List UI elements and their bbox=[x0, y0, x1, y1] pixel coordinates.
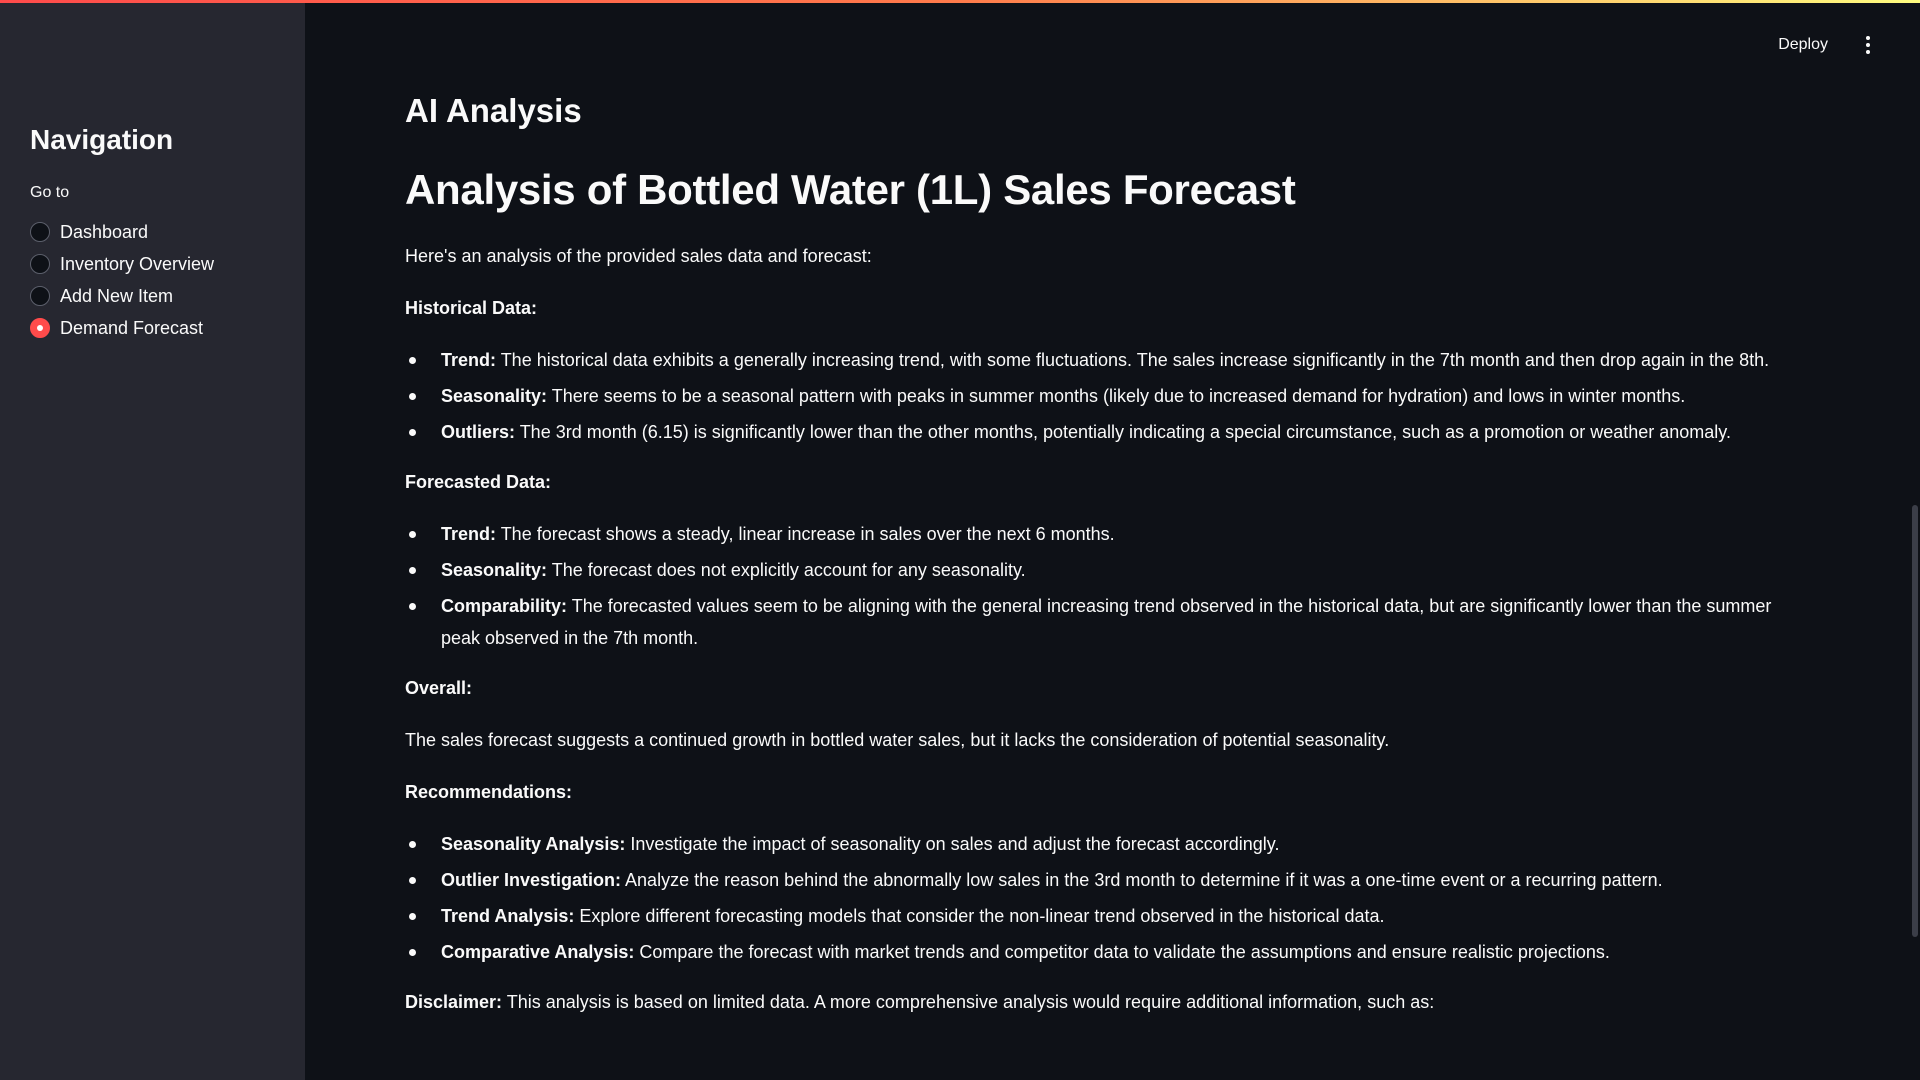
list-item-text: The 3rd month (6.15) is significantly lo… bbox=[515, 422, 1731, 442]
disclaimer-body: This analysis is based on limited data. … bbox=[502, 992, 1435, 1012]
list-item-term: Outlier Investigation: bbox=[441, 870, 622, 890]
radio-unselected-icon bbox=[30, 222, 50, 242]
vertical-ellipsis-icon[interactable] bbox=[1856, 30, 1880, 60]
list-item: Outliers: The 3rd month (6.15) is signif… bbox=[405, 416, 1800, 448]
radio-selected-icon bbox=[30, 318, 50, 338]
list-item-term: Seasonality Analysis: bbox=[441, 834, 626, 854]
list-item-term: Trend: bbox=[441, 350, 497, 370]
sidebar: Navigation Go to Dashboard Inventory Ove… bbox=[0, 0, 305, 1080]
list-item-text: Explore different forecasting models tha… bbox=[574, 906, 1385, 926]
overall-heading: Overall: bbox=[405, 678, 473, 698]
main-content: AI Analysis Analysis of Bottled Water (1… bbox=[305, 0, 1920, 1080]
top-decoration-bar bbox=[0, 0, 1920, 3]
list-item-term: Comparative Analysis: bbox=[441, 942, 635, 962]
list-item: Trend Analysis: Explore different foreca… bbox=[405, 900, 1800, 932]
list-item-text: Analyze the reason behind the abnormally… bbox=[621, 870, 1663, 890]
overall-text: The sales forecast suggests a continued … bbox=[405, 730, 1390, 750]
list-item-term: Outliers: bbox=[441, 422, 516, 442]
radio-unselected-icon bbox=[30, 286, 50, 306]
disclaimer-term: Disclaimer: bbox=[405, 992, 503, 1012]
nav-radio-group: Dashboard Inventory Overview Add New Ite… bbox=[30, 216, 275, 344]
radio-unselected-icon bbox=[30, 254, 50, 274]
list-item-text: The forecast shows a steady, linear incr… bbox=[496, 524, 1115, 544]
nav-radio-add-new-item[interactable]: Add New Item bbox=[30, 280, 275, 312]
list-item: Outlier Investigation: Analyze the reaso… bbox=[405, 864, 1800, 896]
list-item-term: Comparability: bbox=[441, 596, 568, 616]
list-item: Seasonality: The forecast does not expli… bbox=[405, 554, 1800, 586]
nav-radio-demand-forecast[interactable]: Demand Forecast bbox=[30, 312, 275, 344]
list-item-text: The forecasted values seem to be alignin… bbox=[441, 596, 1772, 648]
list-item-term: Trend Analysis: bbox=[441, 906, 575, 926]
forecasted-list: Trend: The forecast shows a steady, line… bbox=[405, 518, 1800, 654]
list-item-term: Seasonality: bbox=[441, 560, 548, 580]
sidebar-title: Navigation bbox=[30, 124, 174, 155]
historical-list: Trend: The historical data exhibits a ge… bbox=[405, 344, 1800, 448]
list-item-text: The historical data exhibits a generally… bbox=[496, 350, 1770, 370]
list-item-term: Seasonality: bbox=[441, 386, 548, 406]
nav-radio-label: Inventory Overview bbox=[60, 253, 215, 274]
list-item-text: Investigate the impact of seasonality on… bbox=[625, 834, 1280, 854]
list-item-text: Compare the forecast with market trends … bbox=[634, 942, 1610, 962]
main-scrollbar[interactable] bbox=[1912, 505, 1918, 937]
list-item: Seasonality Analysis: Investigate the im… bbox=[405, 828, 1800, 860]
forecasted-heading: Forecasted Data: bbox=[405, 472, 552, 492]
list-item: Trend: The historical data exhibits a ge… bbox=[405, 344, 1800, 376]
analysis-title: Analysis of Bottled Water (1L) Sales For… bbox=[405, 166, 1296, 213]
list-item: Comparative Analysis: Compare the foreca… bbox=[405, 936, 1800, 968]
nav-radio-label: Dashboard bbox=[60, 221, 149, 242]
recommendations-list: Seasonality Analysis: Investigate the im… bbox=[405, 828, 1800, 968]
list-item-text: There seems to be a seasonal pattern wit… bbox=[547, 386, 1686, 406]
deploy-button[interactable]: Deploy bbox=[1764, 30, 1842, 60]
recommendations-heading: Recommendations: bbox=[405, 782, 573, 802]
header-actions: Deploy bbox=[1764, 30, 1880, 60]
list-item-text: The forecast does not explicitly account… bbox=[547, 560, 1026, 580]
nav-radio-label: Add New Item bbox=[60, 285, 174, 306]
section-title: AI Analysis bbox=[405, 92, 582, 129]
list-item: Trend: The forecast shows a steady, line… bbox=[405, 518, 1800, 550]
list-item-term: Trend: bbox=[441, 524, 497, 544]
nav-radio-inventory-overview[interactable]: Inventory Overview bbox=[30, 248, 275, 280]
nav-radio-label: Demand Forecast bbox=[60, 317, 204, 338]
disclaimer-text: Disclaimer: This analysis is based on li… bbox=[405, 986, 1800, 1018]
nav-radio-dashboard[interactable]: Dashboard bbox=[30, 216, 275, 248]
historical-heading: Historical Data: bbox=[405, 298, 538, 318]
radio-group-label: Go to bbox=[30, 184, 70, 201]
intro-text: Here's an analysis of the provided sales… bbox=[405, 246, 872, 266]
list-item: Comparability: The forecasted values see… bbox=[405, 590, 1800, 654]
list-item: Seasonality: There seems to be a seasona… bbox=[405, 380, 1800, 412]
